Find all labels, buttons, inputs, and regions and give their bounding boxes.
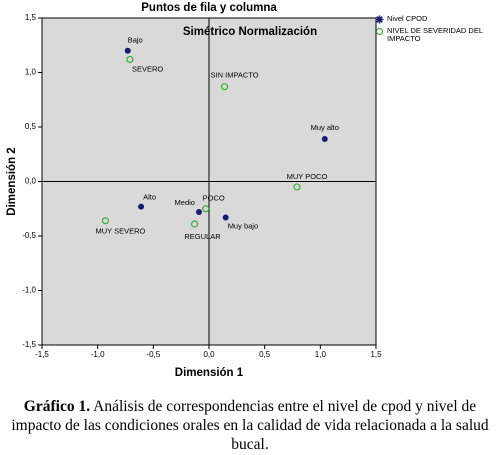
chart-subtitle: Simétrico Normalización bbox=[183, 26, 317, 38]
point-label: Muy alto bbox=[311, 123, 339, 132]
legend-symbol bbox=[375, 27, 384, 36]
caption-label: Gráfico 1. bbox=[23, 398, 91, 415]
caption-text: Análisis de correspondencias entre el ni… bbox=[11, 398, 489, 453]
point bbox=[124, 47, 131, 54]
point-label: Bajo bbox=[128, 36, 143, 45]
x-tick-label: -1,0 bbox=[91, 350, 105, 359]
point bbox=[202, 205, 210, 213]
x-axis-title: Dimensión 1 bbox=[175, 367, 244, 379]
legend-symbol bbox=[375, 15, 384, 24]
point bbox=[293, 183, 301, 191]
point bbox=[190, 220, 199, 228]
legend-item: Nivel CPOD bbox=[375, 15, 500, 24]
x-tick-label: 0,0 bbox=[203, 350, 215, 359]
point-label: POCO bbox=[203, 194, 225, 203]
point bbox=[138, 203, 145, 210]
point bbox=[195, 209, 202, 216]
legend-label: Nivel CPOD bbox=[387, 14, 428, 23]
legend-marker bbox=[375, 27, 384, 36]
chart: Puntos de fila y columna Simétrico Norma… bbox=[6, 2, 382, 379]
y-axis-title: Dimensión 2 bbox=[6, 147, 18, 215]
point-label: Medio bbox=[175, 198, 195, 207]
y-tick-label: 0,0 bbox=[25, 177, 37, 186]
point bbox=[101, 217, 110, 225]
point-label: REGULAR bbox=[184, 232, 221, 241]
x-tick-label: -0,5 bbox=[146, 350, 160, 359]
y-tick-label: 1,5 bbox=[25, 13, 37, 22]
x-tick-label: 1,0 bbox=[315, 350, 327, 359]
point-label: MUY POCO bbox=[287, 172, 328, 181]
point bbox=[222, 214, 229, 221]
chart-title: Puntos de fila y columna bbox=[141, 2, 277, 14]
point-label: Muy bajo bbox=[228, 221, 258, 230]
y-tick-label: -1,5 bbox=[22, 340, 36, 349]
point bbox=[126, 55, 134, 64]
legend: Nivel CPOD NIVEL DE SEVERIDAD DEL IMPACTO bbox=[375, 15, 500, 46]
legend-marker bbox=[375, 15, 384, 24]
y-tick-label: 1,0 bbox=[25, 68, 37, 77]
point-label: SIN IMPACTO bbox=[211, 71, 259, 80]
x-tick-label: 1,5 bbox=[370, 350, 382, 359]
y-tick-label: -0,5 bbox=[22, 231, 36, 240]
point-label: SEVERO bbox=[132, 64, 163, 73]
y-tick-label: 0,5 bbox=[25, 122, 37, 131]
x-tick-label: 0,5 bbox=[259, 350, 271, 359]
point-label: Alto bbox=[143, 193, 156, 202]
y-tick-label: -1,0 bbox=[22, 286, 36, 295]
point bbox=[220, 83, 229, 91]
caption: Gráfico 1. Análisis de correspondencias … bbox=[0, 397, 500, 454]
x-tick-label: -1,5 bbox=[35, 350, 49, 359]
point bbox=[321, 135, 328, 142]
legend-label: NIVEL DE SEVERIDAD DEL IMPACTO bbox=[387, 26, 483, 43]
legend-item: NIVEL DE SEVERIDAD DEL IMPACTO bbox=[375, 27, 500, 43]
point-label: MUY SEVERO bbox=[96, 227, 146, 236]
